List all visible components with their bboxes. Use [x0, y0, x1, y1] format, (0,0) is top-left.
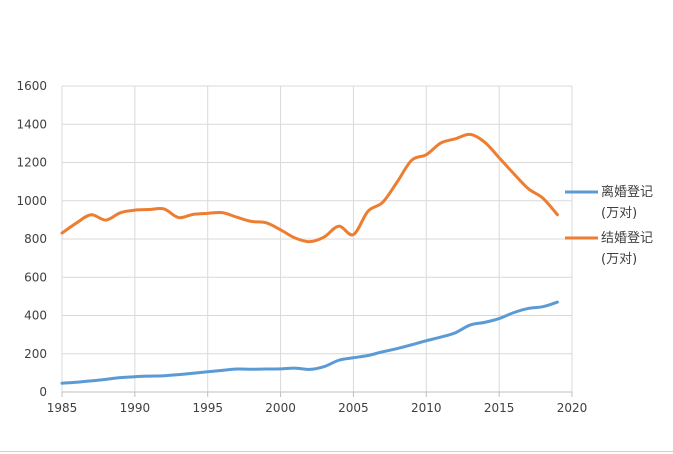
y-tick-label: 800	[24, 232, 47, 246]
y-tick-label: 1600	[16, 79, 47, 93]
x-axis-tick-labels: 1985 1990 1995 2000 2005 2010 2015 2020	[47, 401, 588, 415]
legend-label-2: 结婚登记	[601, 231, 653, 246]
x-tick-label: 2010	[411, 401, 442, 415]
x-tick-label: 2005	[338, 401, 369, 415]
y-tick-label: 1400	[16, 117, 47, 131]
series-line-2	[60, 132, 559, 244]
series-lines	[60, 132, 559, 385]
x-tick-label: 1995	[192, 401, 223, 415]
x-tick-label: 2000	[265, 401, 296, 415]
x-tick-label: 2020	[557, 401, 588, 415]
axes	[61, 391, 573, 397]
y-tick-label: 1000	[16, 194, 47, 208]
legend-label-1: (万对)	[601, 206, 637, 221]
y-tick-label: 200	[24, 347, 47, 361]
y-tick-label: 0	[39, 385, 47, 399]
legend-label-2: (万对)	[601, 252, 637, 267]
y-tick-label: 400	[24, 309, 47, 323]
legend: 离婚登记 (万对) 结婚登记 (万对)	[565, 184, 653, 267]
series-line-1	[60, 300, 559, 385]
y-tick-label: 600	[24, 270, 47, 284]
y-tick-label: 1200	[16, 156, 47, 170]
legend-label-1: 离婚登记	[601, 184, 653, 200]
x-tick-label: 2015	[484, 401, 515, 415]
x-tick-label: 1985	[47, 401, 78, 415]
x-tick-label: 1990	[120, 401, 151, 415]
bottom-divider	[0, 451, 673, 452]
y-axis-tick-labels: 0 200 400 600 800 1000 1200 1400 1600	[16, 79, 47, 399]
